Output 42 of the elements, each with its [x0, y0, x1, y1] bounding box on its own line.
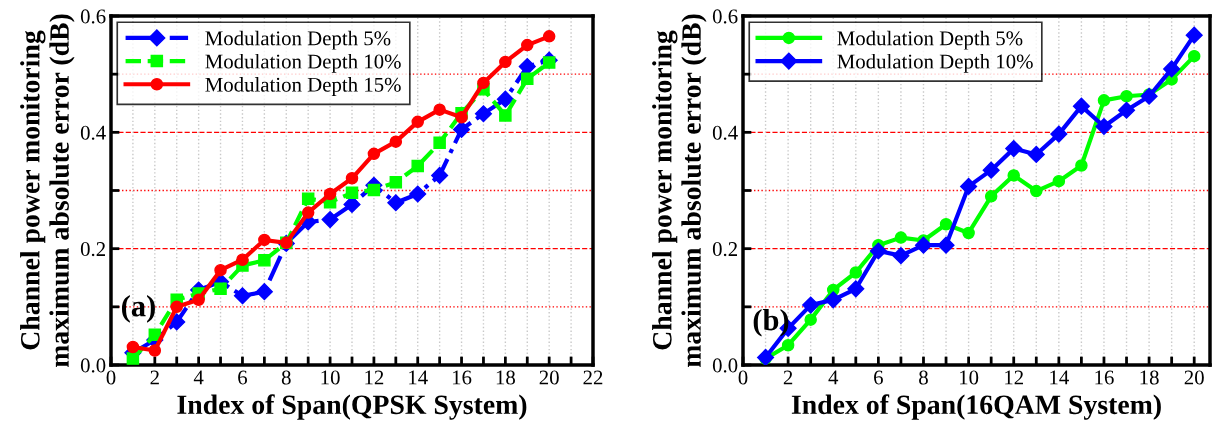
- x-tick-label: 0: [738, 370, 748, 385]
- x-tick-label: 18: [496, 370, 515, 385]
- x-tick-label: 10: [960, 370, 979, 385]
- x-tick-label: 4: [828, 370, 839, 385]
- x-tick-label: 8: [919, 370, 928, 385]
- x-tick-label: 22: [583, 370, 603, 385]
- x-tick-label: 0: [106, 370, 116, 385]
- y-tick-label: 0.4: [80, 125, 106, 140]
- y-tick-label: 0.2: [712, 242, 737, 257]
- x-tick-label: 14: [1050, 370, 1069, 385]
- annotation: (a): [121, 294, 155, 323]
- x-tick-label: 16: [452, 370, 472, 385]
- legend-label: Modulation Depth 10%: [205, 53, 401, 73]
- legend-label: Modulation Depth 10%: [837, 53, 1033, 73]
- x-tick-label: 6: [874, 370, 883, 385]
- y-tick-label: 0.6: [80, 9, 106, 24]
- x-tick-label: 16: [1095, 370, 1114, 385]
- y-tick-label: 0.0: [712, 358, 738, 373]
- x-tick-label: 12: [1005, 370, 1023, 385]
- x-tick-label: 4: [193, 370, 204, 385]
- y-axis-title: Channel power monitoring maximum absolute error (dB): [652, 14, 707, 368]
- y-tick-label: 0.4: [712, 125, 738, 140]
- y-tick-label: 0.0: [80, 358, 106, 373]
- x-tick-label: 10: [321, 370, 340, 385]
- x-tick-label: 20: [539, 370, 559, 385]
- x-tick-label: 6: [238, 370, 248, 385]
- y-tick-label: 0.2: [80, 242, 105, 257]
- x-tick-label: 2: [150, 370, 159, 385]
- x-tick-label: 12: [365, 370, 384, 385]
- y-axis-title: Channel power monitoring maximum absolute error (dB): [20, 14, 75, 368]
- x-tick-label: 8: [281, 370, 291, 385]
- legend-label: Modulation Depth 5%: [205, 30, 391, 50]
- x-tick-label: 14: [409, 370, 428, 385]
- x-tick-label: 20: [1184, 370, 1204, 385]
- x-tick-label: 18: [1140, 370, 1159, 385]
- x-axis-title: Index of Span(QPSK System): [177, 394, 527, 420]
- y-tick-label: 0.6: [712, 9, 738, 24]
- x-tick-label: 2: [783, 370, 793, 385]
- annotation: (b): [753, 308, 789, 337]
- legend-label: Modulation Depth 5%: [837, 30, 1023, 50]
- x-axis-title: Index of Span(16QAM System): [791, 394, 1161, 420]
- legend-label: Modulation Depth 15%: [205, 77, 401, 96]
